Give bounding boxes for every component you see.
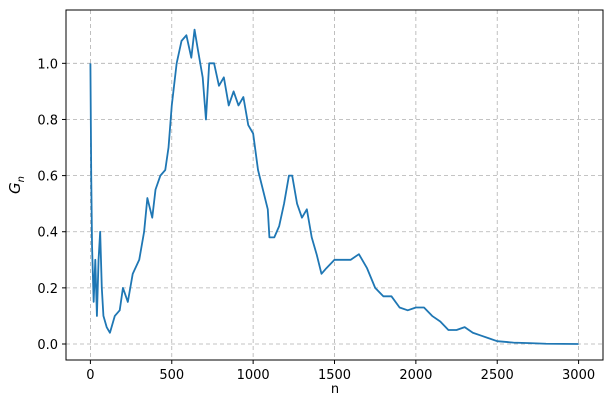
x-tick-label: 3000 <box>562 368 595 383</box>
y-tick-label: 1.0 <box>37 57 58 72</box>
y-tick-label: 0.6 <box>37 170 58 185</box>
y-label-sub: n <box>16 176 27 182</box>
x-axis-label: n <box>331 382 339 397</box>
x-tick-label: 1500 <box>318 368 351 383</box>
x-tick-label: 2000 <box>399 368 432 383</box>
y-tick-label: 0.0 <box>37 338 58 353</box>
plot-frame <box>65 9 604 361</box>
x-tick-label: 0 <box>86 368 94 383</box>
data-line <box>89 28 579 345</box>
x-tick-label: 2500 <box>481 368 514 383</box>
y-axis-label: Gn <box>6 176 27 194</box>
x-tick-label: 1000 <box>237 368 270 383</box>
y-tick-label: 0.2 <box>37 282 58 297</box>
y-tick-label: 0.4 <box>37 226 58 241</box>
y-label-main: G <box>6 182 24 194</box>
y-tick-label: 0.8 <box>37 113 58 128</box>
x-tick-label: 500 <box>159 368 184 383</box>
